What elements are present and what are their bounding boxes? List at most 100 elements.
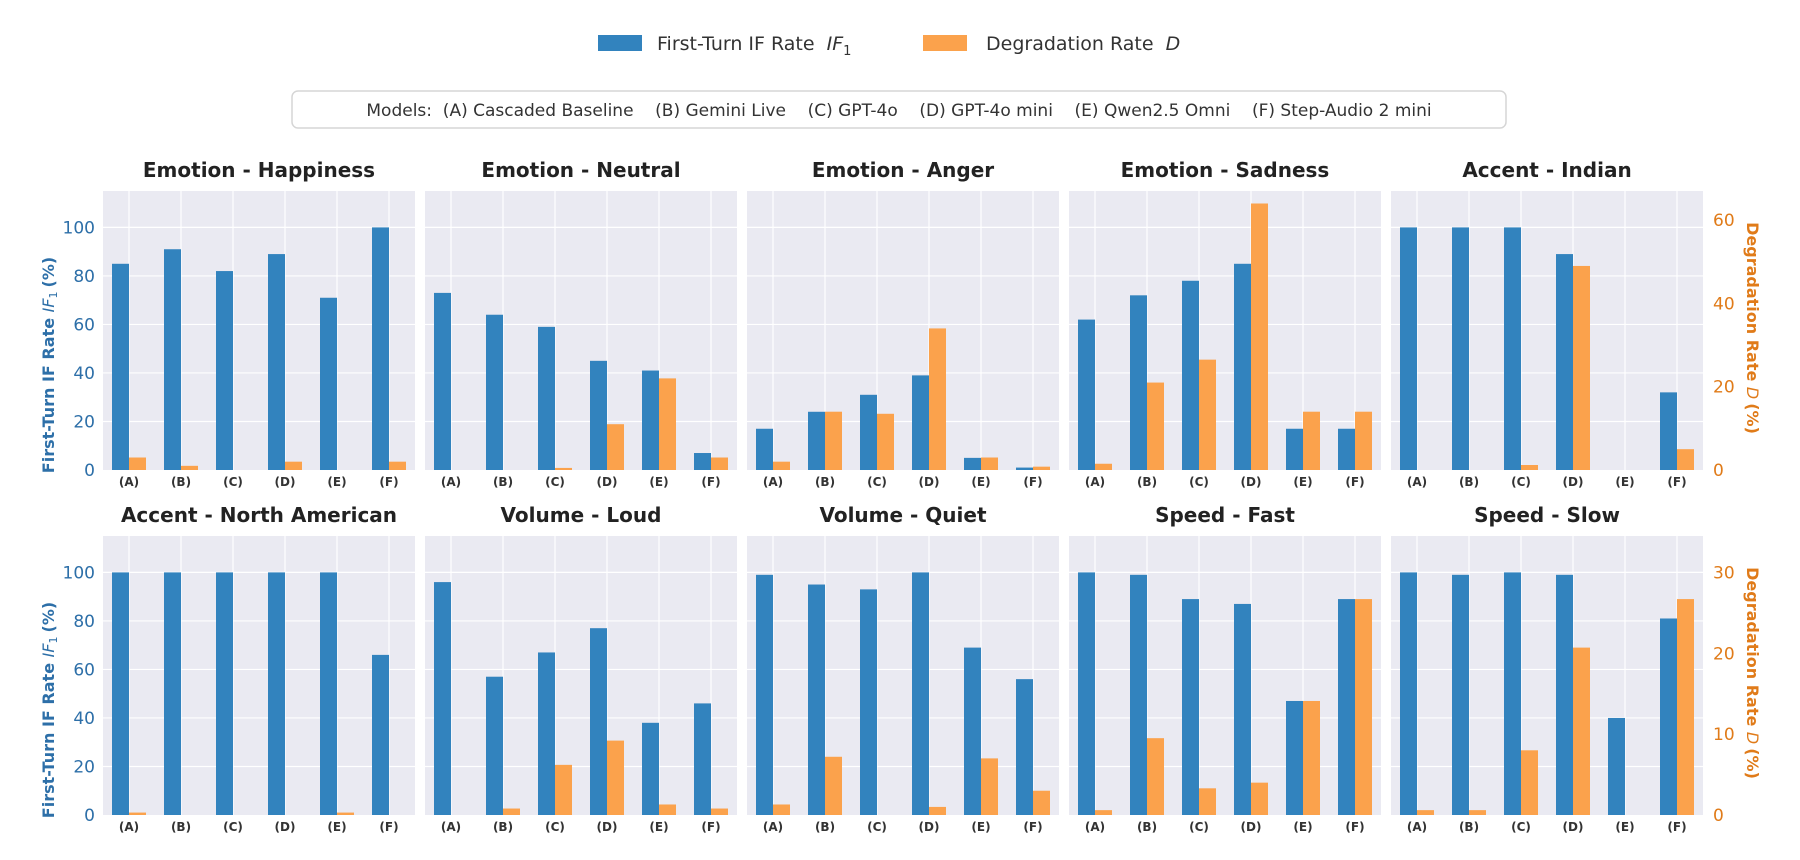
bar-if-rate [1452,574,1469,815]
y-tick-label-right: 30 [1713,563,1735,583]
x-tick-label: (A) [763,820,783,834]
x-tick-label: (F) [1345,820,1364,834]
panel-accent-indian: (A) (B) (C) (D) (E) (F) Accent - Indian 0 20 40 60 [1391,158,1735,489]
bar-if-rate [590,360,607,470]
bar-degradation-rate [129,812,146,815]
bar-if-rate [1078,572,1095,815]
bar-degradation-rate [1199,359,1216,470]
bar-if-rate [486,676,503,815]
panel-background [747,191,1059,470]
bar-degradation-rate [1355,599,1372,815]
models-box-frame [291,90,1507,129]
x-tick-label: (E) [1293,475,1312,489]
x-tick-label: (D) [597,475,618,489]
bar-if-rate [434,292,451,470]
x-tick-label: (D) [1241,475,1262,489]
bar-if-rate [808,584,825,815]
panel-background [1069,536,1381,815]
y-tick-label-left: 100 [63,218,95,238]
bar-degradation-rate [1095,810,1112,815]
bar-if-rate [1016,467,1033,470]
x-tick-label: (E) [327,475,346,489]
bar-degradation-rate [1147,382,1164,470]
panel-background [1391,191,1703,470]
x-tick-label: (A) [763,475,783,489]
panel-emotion-neutral: (A) (B) (C) (D) (E) (F) Emotion - Neutral [425,158,737,489]
bar-degradation-rate [825,756,842,815]
panel-background [425,191,737,470]
panel-background [747,536,1059,815]
bar-if-rate [1400,227,1417,470]
bar-degradation-rate [711,808,728,815]
bar-degradation-rate [929,328,946,470]
bar-degradation-rate [1677,449,1694,470]
x-tick-label: (E) [1615,820,1634,834]
panels: (A) (B) (C) (D) (E) (F) Emotion - Happiness 0 20… [63,158,1735,834]
x-tick-label: (F) [1667,475,1686,489]
panel-background [103,191,415,470]
y-tick-label-left: 80 [73,267,95,287]
x-tick-label: (C) [545,475,565,489]
bar-if-rate [268,254,285,470]
bar-if-rate [216,271,233,470]
bar-if-rate [1234,263,1251,470]
legend: First-Turn IF Rate IF1 Degradation Rate … [598,33,1180,59]
legend-label-if: First-Turn IF Rate IF1 [657,33,851,59]
bar-if-rate [912,572,929,815]
y-tick-label-left: 20 [73,412,95,432]
bar-degradation-rate [659,804,676,815]
x-tick-label: (C) [1511,820,1531,834]
y-tick-label-right: 40 [1713,294,1735,314]
x-tick-label: (E) [971,820,990,834]
y-tick-label-left: 60 [73,660,95,680]
bar-degradation-rate [1033,790,1050,815]
x-tick-label: (E) [1615,475,1634,489]
x-tick-label: (E) [971,475,990,489]
bar-if-rate [964,647,981,815]
bar-degradation-rate [607,424,624,470]
bar-if-rate [1286,700,1303,815]
bar-degradation-rate [659,378,676,470]
bar-if-rate [486,314,503,470]
panel-background [103,536,415,815]
bar-degradation-rate [389,461,406,470]
bar-degradation-rate [1303,411,1320,470]
bar-if-rate [1130,295,1147,470]
models-box-text: Models: (A) Cascaded Baseline (B) Gemini… [366,101,1431,121]
panel-background [1391,536,1703,815]
bar-degradation-rate [607,740,624,815]
bar-if-rate [1452,227,1469,470]
bar-if-rate [1660,618,1677,815]
bar-degradation-rate [1469,810,1486,815]
x-tick-label: (F) [1023,475,1042,489]
legend-swatch-if [598,35,642,51]
y-tick-label-right: 20 [1713,378,1735,398]
y-tick-label-left: 20 [73,757,95,777]
bar-if-rate [912,375,929,470]
x-tick-label: (F) [701,820,720,834]
left-axis-title-bottom: First-Turn IF Rate IF1(%) [39,602,60,818]
x-tick-label: (C) [223,475,243,489]
bar-degradation-rate [337,812,354,815]
x-tick-label: (F) [379,820,398,834]
bar-if-rate [538,326,555,470]
y-tick-label-left: 0 [84,461,95,481]
x-tick-label: (C) [545,820,565,834]
x-tick-label: (C) [1189,475,1209,489]
bar-degradation-rate [1677,599,1694,815]
bar-if-rate [538,652,555,815]
panel-title: Accent - Indian [1462,158,1631,182]
x-tick-label: (B) [493,475,513,489]
bar-if-rate [268,572,285,815]
bar-if-rate [964,457,981,470]
bar-if-rate [1016,679,1033,815]
bar-if-rate [112,572,129,815]
legend-swatch-d [923,35,967,51]
x-tick-label: (B) [171,475,191,489]
x-tick-label: (B) [1459,820,1479,834]
x-tick-label: (D) [275,475,296,489]
bar-if-rate [1556,254,1573,470]
bar-if-rate [860,589,877,815]
